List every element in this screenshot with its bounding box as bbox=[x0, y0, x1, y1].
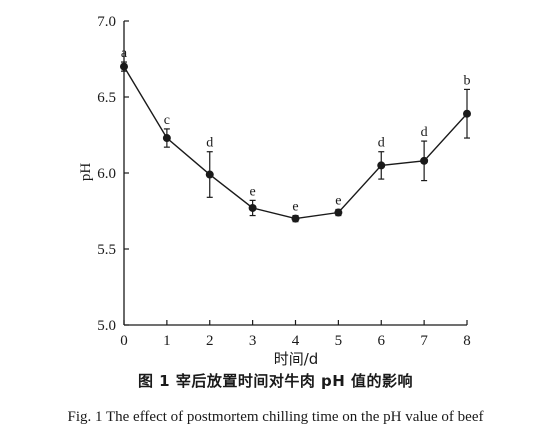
significance-label: e bbox=[335, 193, 341, 208]
y-tick-label: 7.0 bbox=[97, 14, 116, 30]
y-tick-label: 5.0 bbox=[97, 318, 116, 334]
figure-caption-chinese: 图 1 宰后放置时间对牛肉 pH 值的影响 bbox=[137, 372, 414, 390]
significance-label: c bbox=[164, 113, 170, 128]
x-tick-label: 3 bbox=[249, 333, 257, 349]
x-tick-label: 0 bbox=[120, 333, 128, 349]
ph-line-chart: 5.0 5.5 6.0 6.5 7.0 0 1 2 3 4 5 6 7 8 a c d e e e d d b pH 时间… bbox=[78, 14, 471, 368]
data-point bbox=[334, 208, 343, 217]
data-point bbox=[420, 156, 429, 165]
data-point bbox=[248, 203, 257, 212]
x-tick-label: 8 bbox=[463, 333, 471, 349]
y-tick-label: 6.5 bbox=[97, 90, 116, 106]
y-axis-label: pH bbox=[78, 163, 94, 182]
significance-label: d bbox=[206, 136, 213, 151]
x-tick-label: 6 bbox=[378, 333, 386, 349]
chart-axes: 5.0 5.5 6.0 6.5 7.0 0 1 2 3 4 5 6 7 8 bbox=[97, 14, 471, 349]
significance-label: e bbox=[292, 200, 298, 215]
significance-label: a bbox=[121, 46, 128, 61]
significance-label: d bbox=[421, 125, 428, 140]
x-tick-label: 2 bbox=[206, 333, 214, 349]
data-point bbox=[377, 161, 386, 170]
x-axis-label: 时间/d bbox=[274, 350, 319, 368]
significance-label: d bbox=[378, 136, 385, 151]
chart-marks: a c d e e e d d b bbox=[120, 46, 471, 223]
y-tick-label: 6.0 bbox=[97, 166, 116, 182]
significance-label: e bbox=[250, 184, 256, 199]
x-tick-label: 1 bbox=[163, 333, 171, 349]
data-point bbox=[120, 62, 128, 71]
y-tick-label: 5.5 bbox=[97, 242, 116, 258]
data-point bbox=[162, 134, 171, 143]
figure-caption-english: Fig. 1 The effect of postmortem chilling… bbox=[67, 409, 484, 425]
x-tick-label: 4 bbox=[292, 333, 300, 349]
series-line bbox=[123, 66, 468, 220]
significance-label: b bbox=[464, 73, 471, 88]
x-tick-label: 7 bbox=[420, 333, 428, 349]
data-point bbox=[205, 170, 214, 179]
data-point bbox=[463, 109, 471, 118]
data-point bbox=[291, 214, 300, 223]
x-tick-label: 5 bbox=[335, 333, 343, 349]
